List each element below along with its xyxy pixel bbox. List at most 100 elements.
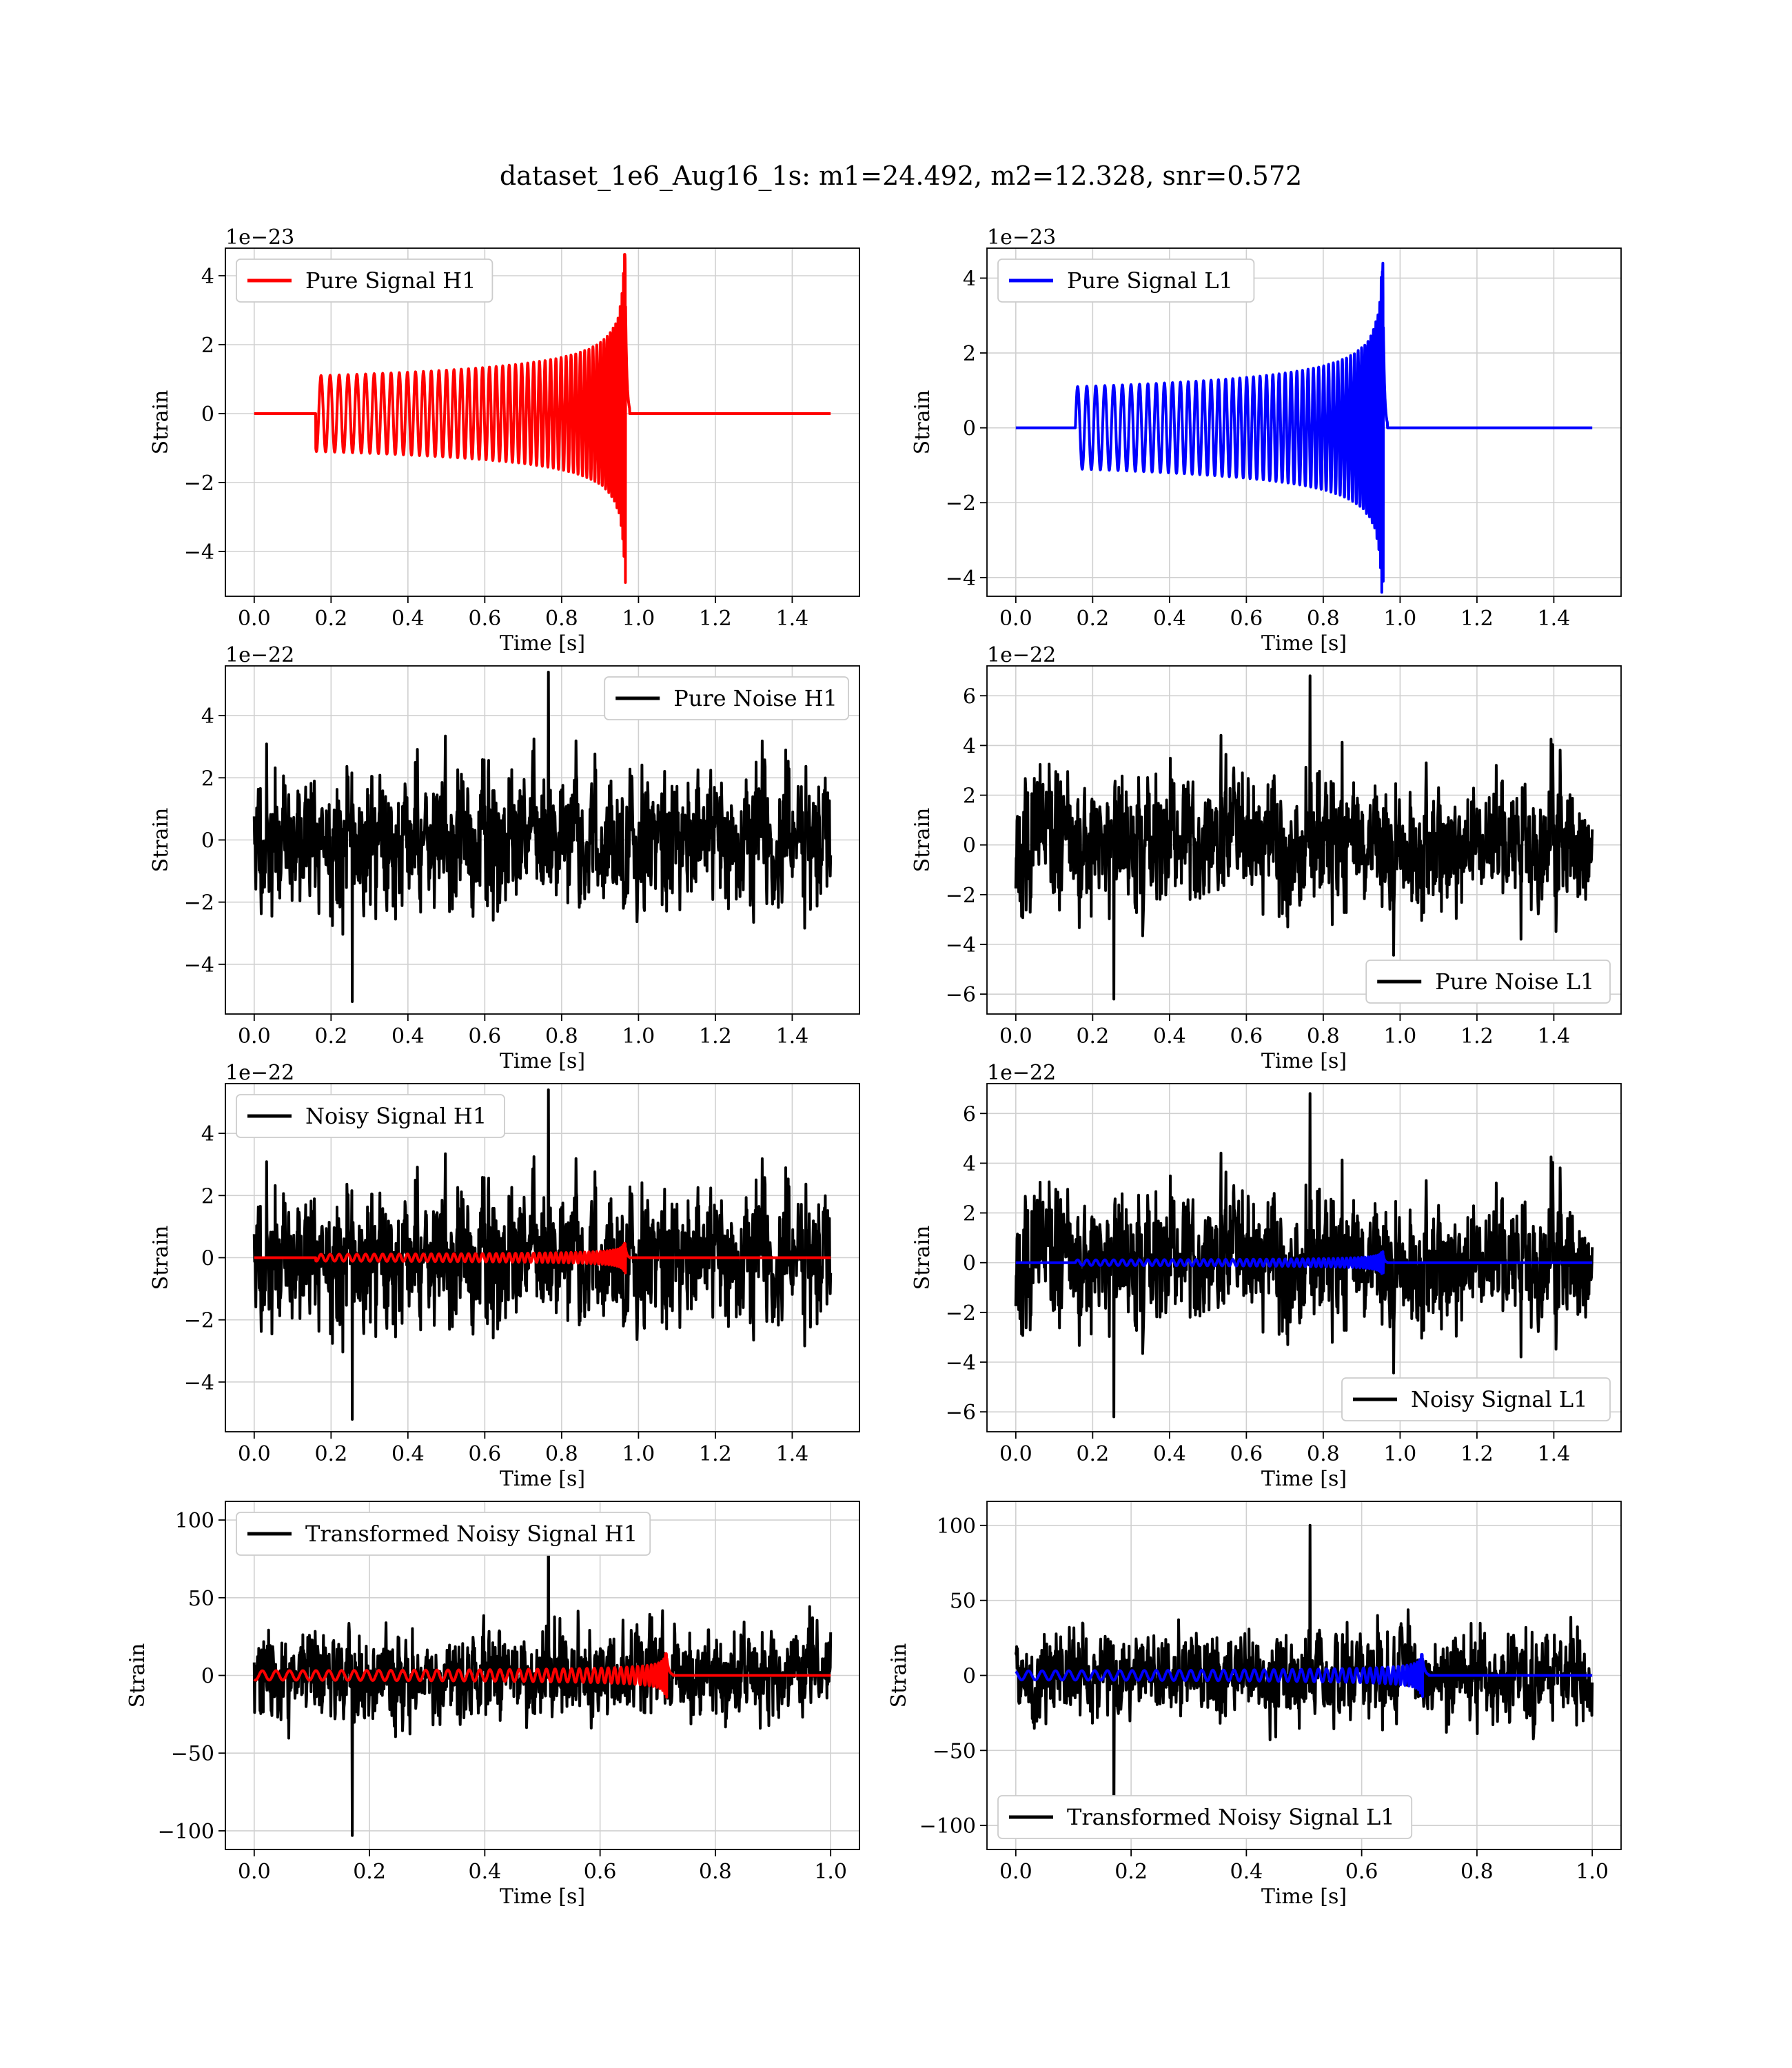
x-tick-label: 0.8 [545, 1024, 578, 1048]
legend-label: Noisy Signal H1 [305, 1103, 487, 1129]
x-tick-label: 0.0 [238, 1860, 271, 1884]
y-tick-label: 50 [188, 1587, 214, 1611]
x-tick-label: 0.2 [314, 1442, 347, 1466]
y-tick-label: 2 [963, 784, 976, 809]
y-axis-label: Strain [125, 1643, 150, 1708]
y-tick-label: 4 [201, 704, 214, 729]
y-tick-label: −4 [946, 933, 976, 957]
x-tick-label: 0.2 [353, 1860, 386, 1884]
signal-series-line [1015, 1250, 1594, 1275]
y-tick-label: −2 [946, 1301, 976, 1326]
x-tick-label: 1.4 [776, 1024, 809, 1048]
x-tick-label: 0.6 [469, 607, 502, 631]
legend-label: Transformed Noisy Signal L1 [1067, 1804, 1395, 1830]
x-tick-label: 0.0 [238, 1442, 271, 1466]
x-tick-label: 0.4 [1153, 1442, 1186, 1466]
legend: Pure Noise L1 [1365, 960, 1611, 1004]
plot-area [252, 1515, 833, 1837]
legend-box [236, 258, 493, 303]
x-tick-label: 1.0 [814, 1860, 847, 1884]
y-tick-label: 100 [937, 1514, 976, 1539]
x-tick-label: 0.8 [1460, 1860, 1494, 1884]
legend-box [1341, 1377, 1611, 1421]
y-tick-label: 6 [963, 1102, 976, 1126]
y-axis-label: Strain [149, 390, 173, 455]
y-tick-label: 0 [201, 1665, 214, 1689]
axis-offset-text: 1e−22 [225, 643, 294, 667]
legend: Pure Signal H1 [236, 258, 493, 303]
signal-series-line [253, 1652, 832, 1699]
x-tick-label: 1.4 [1538, 1024, 1571, 1048]
y-tick-label: 4 [963, 1152, 976, 1176]
y-tick-label: −2 [184, 1309, 214, 1333]
x-tick-label: 1.0 [1384, 1442, 1417, 1466]
panel-pure-noise-l1: 0.0 0.2 0.4 0.6 0.8 1.0 1.2 1.4 −6 −4 −2 0 2 4 6 Time [… [910, 643, 1622, 1073]
panel-transformed-noisy-signal-l1: 0.0 0.2 0.4 0.6 0.8 1.0 −100 −50 0 50 100 Time [s] S… [887, 1501, 1622, 1909]
y-tick-label: 0 [201, 1247, 214, 1271]
x-axis-label: Time [s] [1261, 1885, 1347, 1909]
y-tick-label: 6 [963, 685, 976, 709]
plot-area [253, 253, 832, 584]
x-tick-label: 0.8 [1307, 607, 1340, 631]
legend-label: Noisy Signal L1 [1411, 1386, 1588, 1412]
y-tick-label: −2 [184, 472, 214, 496]
x-tick-label: 0.4 [391, 1024, 425, 1048]
x-tick-label: 1.2 [699, 607, 732, 631]
x-tick-label: 0.2 [314, 1024, 347, 1048]
y-tick-label: −6 [946, 1401, 976, 1425]
plot-area [1014, 1092, 1594, 1419]
noise-series-line [1014, 1092, 1594, 1419]
y-tick-label: 100 [175, 1509, 214, 1533]
y-tick-label: 0 [201, 403, 214, 427]
x-tick-label: 1.2 [1460, 607, 1494, 631]
x-tick-label: 0.0 [238, 1024, 271, 1048]
panel-transformed-noisy-signal-h1: 0.0 0.2 0.4 0.6 0.8 1.0 −100 −50 0 50 100 Time [s] S… [125, 1501, 860, 1909]
x-tick-label: 0.2 [314, 607, 347, 631]
y-tick-label: 0 [963, 1665, 976, 1689]
legend: Noisy Signal H1 [236, 1094, 505, 1138]
x-tick-label: 1.2 [1460, 1024, 1494, 1048]
axis-offset-text: 1e−23 [987, 225, 1056, 250]
signal-series-line [1015, 1653, 1594, 1698]
x-tick-label: 0.8 [1307, 1442, 1340, 1466]
y-axis-label: Strain [887, 1643, 911, 1708]
x-tick-label: 1.2 [699, 1442, 732, 1466]
axes-frame [225, 247, 860, 597]
plot-area [1014, 1523, 1594, 1829]
axis-offset-text: 1e−22 [225, 1061, 294, 1085]
y-axis-label: Strain [910, 1226, 935, 1290]
legend-label: Pure Signal H1 [305, 267, 476, 294]
legend-box [1365, 960, 1611, 1004]
x-tick-label: 1.2 [1460, 1442, 1494, 1466]
plot-area [1014, 674, 1594, 1001]
signal-series-line [1015, 261, 1594, 594]
y-tick-label: 4 [201, 265, 214, 289]
x-tick-label: 0.8 [1307, 1024, 1340, 1048]
y-axis-label: Strain [910, 808, 935, 873]
x-tick-label: 0.2 [1076, 607, 1109, 631]
plot-area [252, 1088, 833, 1421]
grid-lines [987, 248, 1621, 596]
x-tick-label: 0.2 [1076, 1024, 1109, 1048]
y-tick-label: −50 [171, 1742, 214, 1766]
y-tick-label: −100 [158, 1820, 214, 1844]
x-tick-label: 0.6 [1230, 1442, 1263, 1466]
y-axis-label: Strain [149, 1226, 173, 1290]
axes-frame [986, 1083, 1622, 1432]
y-tick-label: 2 [201, 767, 214, 791]
y-tick-label: 4 [201, 1122, 214, 1146]
y-tick-label: 2 [201, 1184, 214, 1208]
x-tick-label: 0.4 [391, 607, 425, 631]
x-axis-label: Time [s] [500, 1885, 585, 1909]
x-tick-label: 0.4 [1153, 1024, 1186, 1048]
x-tick-label: 0.8 [545, 1442, 578, 1466]
x-axis-label: Time [s] [500, 631, 585, 656]
y-tick-label: −2 [946, 884, 976, 908]
panel-pure-signal-l1: 0.0 0.2 0.4 0.6 0.8 1.0 1.2 1.4 −4 −2 0 2 4 Time [s] S… [910, 225, 1622, 656]
y-tick-label: −4 [184, 953, 214, 977]
legend: Transformed Noisy Signal L1 [997, 1795, 1413, 1839]
y-tick-label: 0 [963, 1252, 976, 1276]
y-axis-label: Strain [149, 808, 173, 873]
x-tick-label: 0.4 [1230, 1860, 1263, 1884]
